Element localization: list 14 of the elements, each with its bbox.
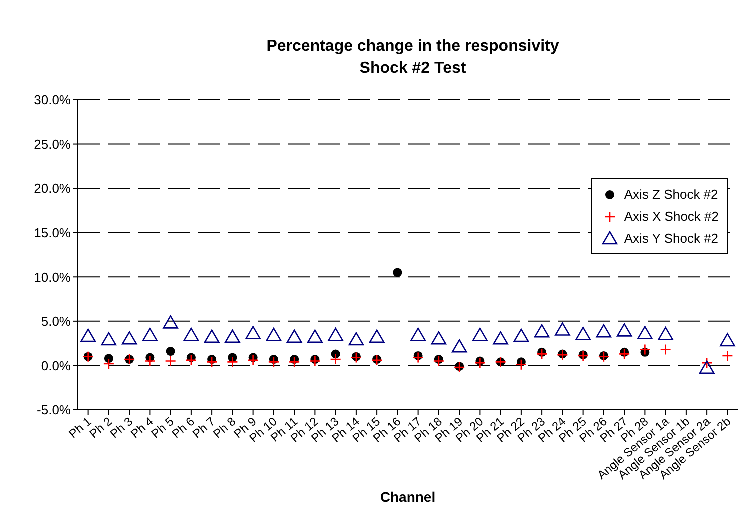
y-tick-label: 10.0% bbox=[34, 270, 72, 285]
y-tick-label: -5.0% bbox=[37, 402, 72, 418]
y-tick-label: 25.0% bbox=[34, 136, 72, 152]
x-axis-title: Channel bbox=[380, 489, 436, 505]
y-tick-label: 20.0% bbox=[34, 181, 72, 196]
chart-subtitle: Shock #2 Test bbox=[358, 59, 468, 79]
y-tick-label: 15.0% bbox=[34, 225, 72, 240]
chart-title: Percentage change in the responsivity bbox=[266, 37, 560, 57]
legend-label: Axis X Shock #2 bbox=[624, 208, 719, 224]
y-tick-label: 5.0% bbox=[41, 314, 72, 330]
legend-label: Axis Z Shock #2 bbox=[624, 186, 718, 202]
y-tick-label: 30.0% bbox=[34, 92, 72, 108]
y-tick-label: 0.0% bbox=[41, 358, 72, 374]
legend-label: Axis Y Shock #2 bbox=[624, 230, 719, 246]
